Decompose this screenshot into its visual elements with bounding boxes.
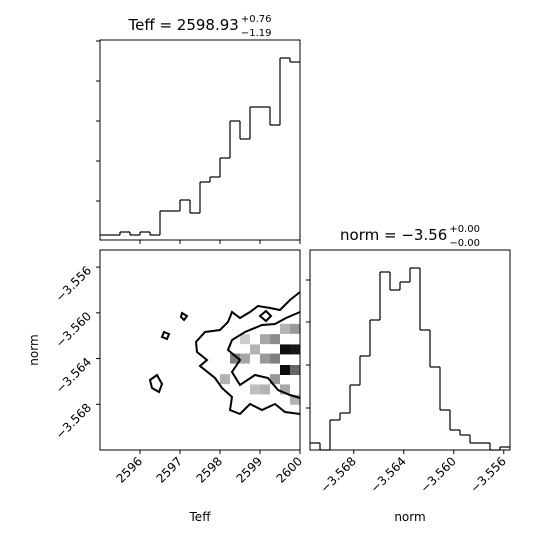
title-upper: +0.00: [449, 224, 480, 235]
x-tick-label: −3.560: [418, 454, 459, 495]
density-cell: [290, 394, 300, 405]
density-cell: [260, 384, 270, 395]
panel-title: Teff = 2598.93: [128, 16, 239, 34]
title-lower: −1.19: [241, 28, 272, 39]
x-tick-label: 2599: [234, 454, 265, 485]
x-axis-label: Teff: [189, 510, 212, 524]
x-tick-label: 2596: [114, 454, 145, 485]
density-cell: [250, 344, 260, 355]
density-cell: [240, 353, 250, 364]
panel-title: norm = −3.56: [340, 226, 447, 244]
panel-frame: [99, 249, 301, 451]
contour-island: [148, 373, 164, 394]
density-cell: [290, 344, 300, 355]
density-cell: [270, 374, 280, 385]
density-cell: [290, 323, 300, 334]
density-cell: [280, 365, 290, 375]
density-cell: [280, 323, 290, 334]
y-tick-label: −3.556: [53, 263, 94, 304]
density-cell: [250, 384, 260, 395]
y-tick-label: −3.564: [53, 355, 94, 396]
density-cell: [270, 334, 280, 345]
contour-island: [160, 330, 171, 341]
contour-island: [258, 309, 273, 323]
contours: [148, 291, 301, 416]
contour-outer: [194, 291, 301, 416]
density-cell: [280, 344, 290, 355]
density-cell: [260, 334, 270, 345]
density-cell: [260, 353, 270, 364]
density-cell: [230, 353, 240, 364]
title-upper: +0.76: [241, 14, 272, 25]
x-tick-label: −3.564: [368, 454, 409, 495]
y-axis-label: norm: [27, 334, 41, 365]
contour-island: [179, 311, 189, 322]
x-tick-label: 2598: [194, 454, 225, 485]
y-tick-label: −3.568: [53, 401, 94, 442]
x-tick-label: 2600: [274, 454, 305, 485]
density-cell: [240, 334, 250, 345]
x-tick-label: −3.568: [318, 454, 359, 495]
x-axis-label: norm: [394, 510, 425, 524]
density-cell: [270, 353, 280, 364]
density-cell: [290, 365, 300, 375]
panel-frame: [99, 39, 301, 241]
title-lower: −0.00: [449, 238, 480, 249]
x-tick-label: −3.556: [468, 454, 509, 495]
density-cell: [280, 384, 290, 395]
x-tick-label: 2597: [154, 454, 185, 485]
y-tick-label: −3.560: [53, 309, 94, 350]
contour-inner: [226, 311, 301, 399]
density-cell: [220, 374, 230, 385]
panel-frame: [309, 249, 511, 451]
